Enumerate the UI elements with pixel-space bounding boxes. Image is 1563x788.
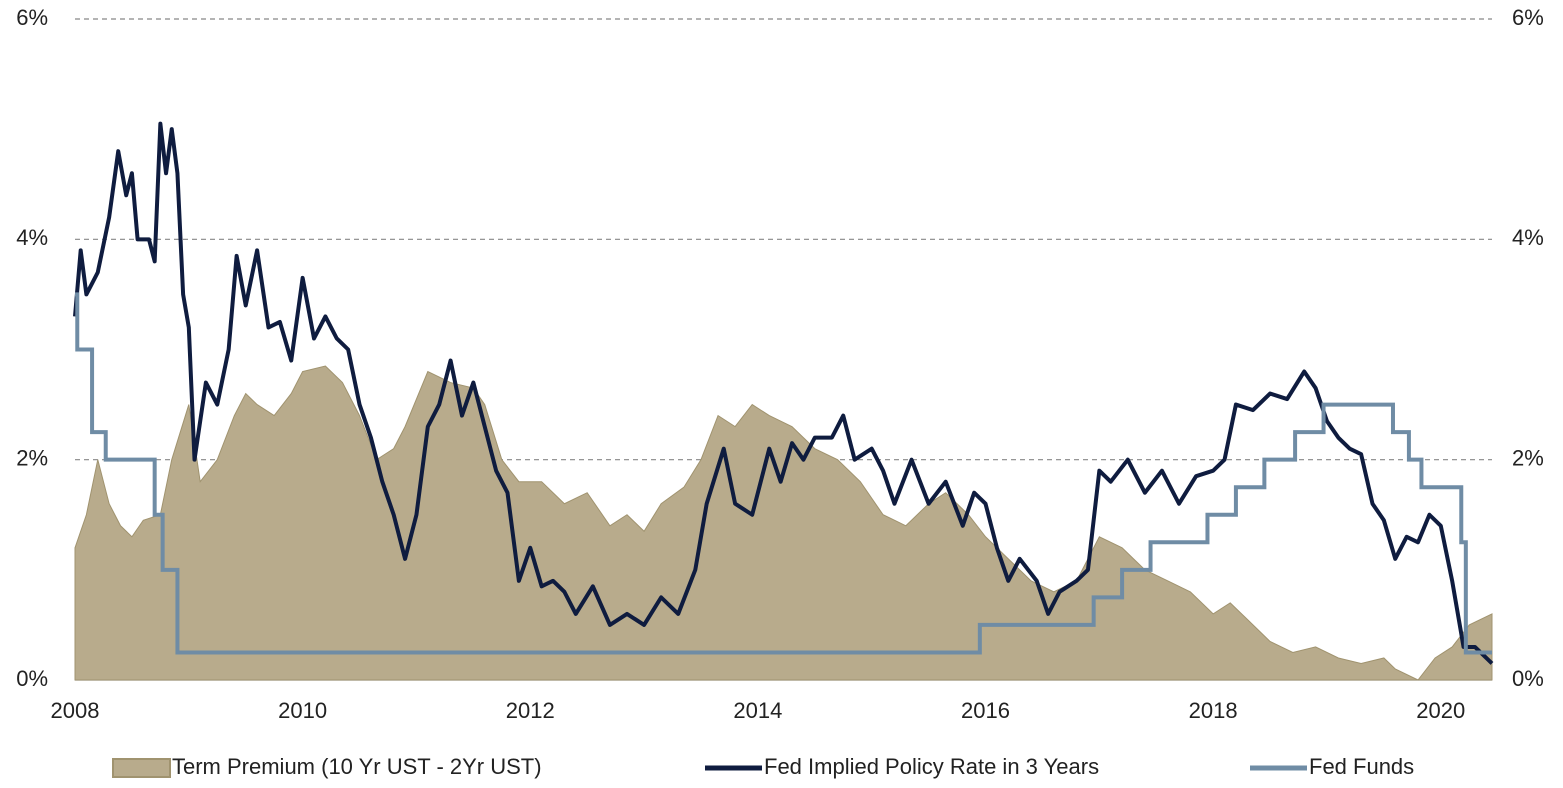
legend-label: Term Premium (10 Yr UST - 2Yr UST) bbox=[172, 754, 542, 779]
x-tick-label: 2016 bbox=[961, 698, 1010, 723]
step-line bbox=[75, 292, 1492, 655]
x-tick-label: 2020 bbox=[1416, 698, 1465, 723]
legend-label: Fed Funds bbox=[1309, 754, 1414, 779]
x-tick-label: 2014 bbox=[733, 698, 782, 723]
y-tick-label: 4% bbox=[16, 225, 48, 250]
x-tick-label: 2018 bbox=[1189, 698, 1238, 723]
y-tick-label: 2% bbox=[16, 445, 48, 470]
y2-tick-label: 4% bbox=[1512, 225, 1544, 250]
x-tick-label: 2012 bbox=[506, 698, 555, 723]
y-tick-label: 0% bbox=[16, 666, 48, 691]
area bbox=[74, 365, 1493, 681]
x-tick-label: 2010 bbox=[278, 698, 327, 723]
y-tick-label: 6% bbox=[16, 5, 48, 30]
line bbox=[73, 121, 1494, 665]
x-tick-label: 2008 bbox=[51, 698, 100, 723]
legend-swatch bbox=[112, 758, 171, 778]
y2-tick-label: 6% bbox=[1512, 5, 1544, 30]
legend-label: Fed Implied Policy Rate in 3 Years bbox=[764, 754, 1099, 779]
y2-tick-label: 2% bbox=[1512, 445, 1544, 470]
y2-tick-label: 0% bbox=[1512, 666, 1544, 691]
